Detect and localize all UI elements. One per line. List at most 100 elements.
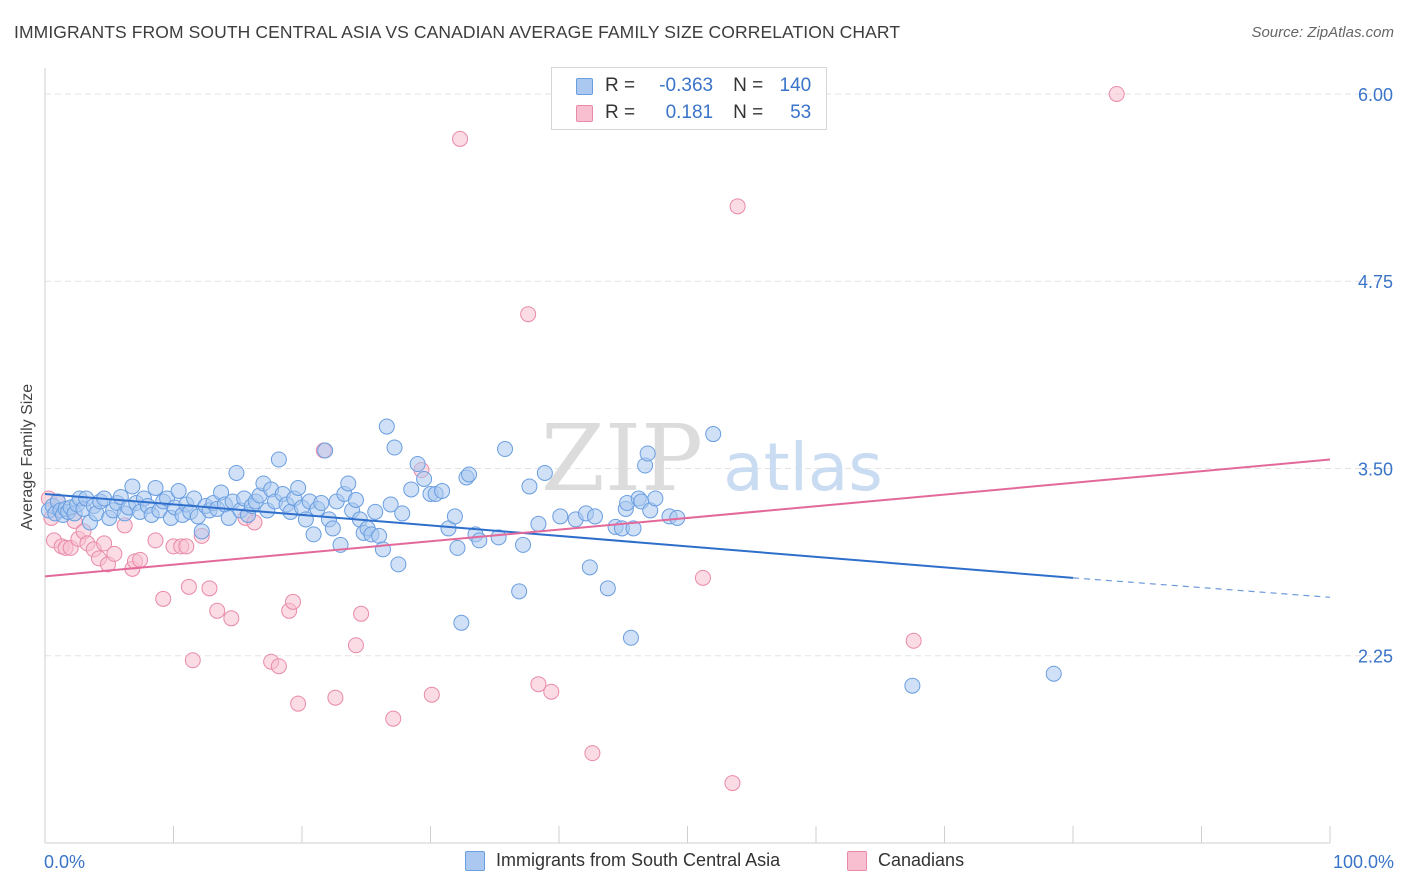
asia-point bbox=[193, 523, 210, 540]
canadians-point bbox=[155, 590, 172, 607]
asia-point bbox=[536, 464, 553, 481]
asia-point bbox=[394, 505, 411, 522]
canadians-point bbox=[327, 689, 344, 706]
asia-point bbox=[521, 478, 538, 495]
series-legend-canadians: Canadians bbox=[847, 850, 964, 871]
legend-n-value: 140 bbox=[779, 75, 812, 96]
asia-point bbox=[449, 539, 466, 556]
asia-point bbox=[386, 439, 403, 456]
asia-point bbox=[324, 520, 341, 537]
asia-point bbox=[347, 491, 364, 508]
canadians-point bbox=[147, 532, 164, 549]
canadians-point bbox=[694, 569, 711, 586]
canadians-point bbox=[180, 578, 197, 595]
asia-point bbox=[581, 559, 598, 576]
asia-point bbox=[403, 481, 420, 498]
asia-point bbox=[416, 470, 433, 487]
asia-point bbox=[461, 466, 478, 483]
y-tick-label: 3.50 bbox=[1358, 459, 1393, 479]
canadians-trend-line bbox=[44, 458, 1331, 578]
asia-point bbox=[515, 536, 532, 553]
asia-point bbox=[290, 479, 307, 496]
y-tick-label: 6.00 bbox=[1358, 85, 1393, 105]
chart-title: IMMIGRANTS FROM SOUTH CENTRAL ASIA VS CA… bbox=[14, 22, 901, 42]
asia-point bbox=[625, 520, 642, 537]
asia-point bbox=[705, 426, 722, 443]
asia-point bbox=[124, 478, 141, 495]
series-legend-asia: Immigrants from South Central Asia bbox=[465, 850, 780, 871]
canadians-point bbox=[184, 652, 201, 669]
canadians-point bbox=[270, 658, 287, 675]
asia-point bbox=[378, 418, 395, 435]
asia-point bbox=[371, 527, 388, 544]
canadians-point bbox=[178, 538, 195, 555]
canadians-point bbox=[452, 130, 469, 147]
axes bbox=[44, 68, 1331, 844]
asia-point bbox=[382, 496, 399, 513]
legend-n-value: 53 bbox=[790, 102, 812, 123]
legend-n-label: N = bbox=[733, 75, 764, 96]
canadians-point bbox=[520, 306, 537, 323]
legend-swatch-canadians bbox=[576, 104, 593, 122]
x-tick-min: 0.0% bbox=[44, 852, 86, 872]
series-legend: Immigrants from South Central Asia Canad… bbox=[0, 850, 1406, 878]
series-legend-label: Canadians bbox=[878, 850, 965, 870]
asia-point bbox=[220, 509, 237, 526]
asia-trend-extension bbox=[1072, 577, 1331, 598]
trend-lines bbox=[44, 458, 1331, 598]
asia-point bbox=[317, 442, 334, 459]
canadians-point bbox=[584, 745, 601, 762]
asia-point bbox=[552, 508, 569, 525]
asia-point bbox=[228, 464, 245, 481]
legend-row-asia: R = -0.363 N = 140 bbox=[576, 73, 811, 99]
asia-point bbox=[446, 508, 463, 525]
asia-point bbox=[471, 532, 488, 549]
canadians-point bbox=[209, 602, 226, 619]
asia-point bbox=[511, 583, 528, 600]
canadians-point bbox=[106, 545, 123, 562]
asia-point bbox=[340, 475, 357, 492]
legend-swatch-asia bbox=[576, 77, 593, 95]
canadians-point bbox=[353, 605, 370, 622]
canadians-point bbox=[290, 695, 307, 712]
x-tick-max: 100.0% bbox=[1332, 852, 1394, 872]
asia-point bbox=[147, 479, 164, 496]
correlation-legend: R = -0.363 N = 140 R = 0.181 N = 53 bbox=[551, 67, 827, 130]
y-tick-label: 2.25 bbox=[1358, 647, 1393, 667]
asia-point bbox=[409, 455, 426, 472]
asia-point bbox=[170, 482, 187, 499]
asia-point bbox=[270, 451, 287, 468]
canadians-point bbox=[132, 551, 149, 568]
canadians-point bbox=[1108, 85, 1125, 102]
asia-point bbox=[639, 445, 656, 462]
canadians-points bbox=[40, 85, 1125, 792]
asia-trend-line bbox=[44, 492, 1074, 579]
canadians-point bbox=[905, 632, 922, 649]
source-label: Source: ZipAtlas.com bbox=[1251, 24, 1394, 41]
legend-r-label: R = bbox=[605, 75, 636, 96]
series-swatch-canadians bbox=[847, 850, 867, 871]
asia-point bbox=[530, 515, 547, 532]
asia-point bbox=[367, 503, 384, 520]
asia-point bbox=[497, 441, 514, 458]
canadians-point bbox=[423, 686, 440, 703]
asia-point bbox=[490, 529, 507, 546]
series-legend-label: Immigrants from South Central Asia bbox=[496, 850, 781, 870]
watermark: ZIP atlas bbox=[541, 405, 883, 512]
asia-point bbox=[390, 556, 407, 573]
y-tick-labels: 2.25 3.50 4.75 6.00 bbox=[1358, 85, 1393, 667]
legend-row-canadians: R = 0.181 N = 53 bbox=[576, 100, 811, 126]
asia-point bbox=[453, 614, 470, 631]
canadians-point bbox=[729, 198, 746, 215]
canadians-point bbox=[385, 710, 402, 727]
canadians-point bbox=[543, 683, 560, 700]
watermark-atlas: atlas bbox=[723, 429, 883, 506]
asia-point bbox=[904, 677, 921, 694]
canadians-point bbox=[223, 610, 240, 627]
legend-r-value: -0.363 bbox=[659, 75, 714, 96]
canadians-point bbox=[530, 676, 547, 693]
asia-point bbox=[586, 508, 603, 525]
asia-point bbox=[647, 490, 664, 507]
asia-point bbox=[374, 541, 391, 558]
